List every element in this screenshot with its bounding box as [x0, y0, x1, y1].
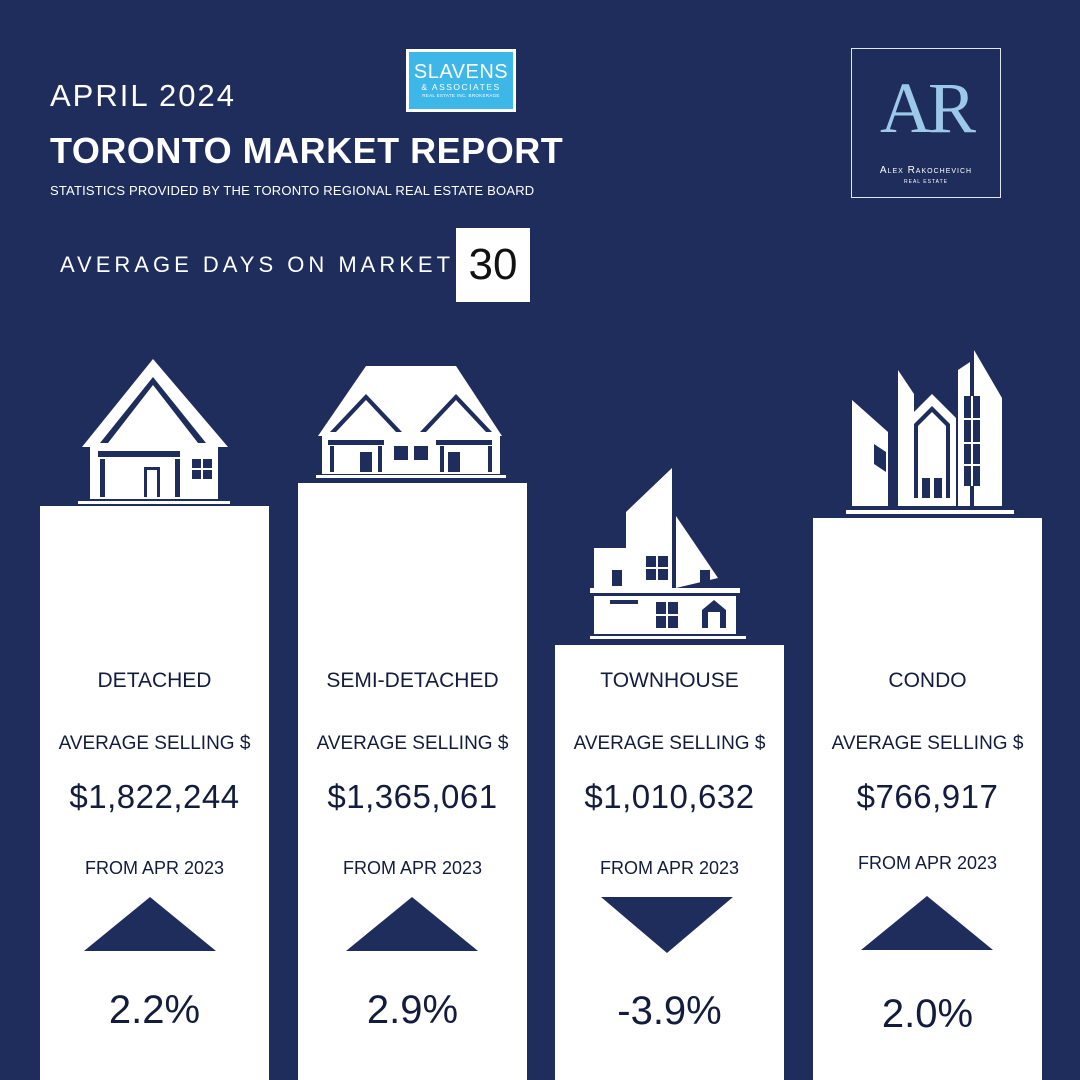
average-selling-label: AVERAGE SELLING $ [573, 733, 766, 754]
condo-building-icon [846, 350, 1014, 514]
agent-tagline: REAL ESTATE [904, 179, 948, 185]
brokerage-logo-associates: & ASSOCIATES [421, 82, 501, 92]
arrow-down-icon [601, 897, 733, 953]
report-source: STATISTICS PROVIDED BY THE TORONTO REGIO… [50, 183, 535, 198]
report-title: TORONTO MARKET REPORT [50, 130, 564, 171]
semi-detached-house-icon [316, 366, 506, 478]
days-on-market-value: 30 [456, 228, 530, 302]
agent-logo: AR Alex Rakochevich REAL ESTATE [851, 48, 1001, 198]
average-selling-price: $1,010,632 [584, 778, 755, 815]
report-month: APRIL 2024 [50, 78, 237, 113]
comparison-period-label: FROM APR 2023 [342, 858, 483, 878]
brokerage-logo-name: SLAVENS [413, 61, 509, 83]
price-change-percent: 2.0% [881, 992, 974, 1036]
townhouse-icon [590, 468, 746, 639]
price-change-percent: -3.9% [617, 989, 722, 1033]
card-condo: CONDO AVERAGE SELLING $ $766,917 FROM AP… [813, 518, 1042, 1080]
brokerage-logo-tagline: REAL ESTATE INC. BROKERAGE [422, 93, 500, 98]
arrow-up-icon [84, 897, 216, 951]
arrow-up-icon [861, 896, 993, 950]
comparison-period-label: FROM APR 2023 [84, 858, 225, 878]
price-change-percent: 2.2% [108, 988, 201, 1032]
price-change-percent: 2.9% [366, 988, 459, 1032]
property-type-label: CONDO [888, 669, 967, 692]
average-selling-price: $1,365,061 [327, 778, 498, 815]
average-selling-price: $766,917 [856, 778, 999, 815]
card-semi-detached: SEMI-DETACHED AVERAGE SELLING $ $1,365,0… [298, 483, 527, 1080]
comparison-period-label: FROM APR 2023 [857, 853, 998, 873]
arrow-up-icon [346, 897, 478, 951]
card-townhouse: TOWNHOUSE AVERAGE SELLING $ $1,010,632 F… [555, 645, 784, 1080]
average-selling-label: AVERAGE SELLING $ [831, 733, 1024, 754]
average-selling-price: $1,822,244 [69, 778, 240, 815]
brokerage-logo: SLAVENS & ASSOCIATES REAL ESTATE INC. BR… [406, 49, 516, 112]
agent-name: Alex Rakochevich [879, 165, 973, 176]
average-selling-label: AVERAGE SELLING $ [316, 733, 509, 754]
detached-house-icon [78, 359, 230, 504]
agent-monogram: AR [879, 68, 976, 148]
comparison-period-label: FROM APR 2023 [599, 858, 740, 878]
card-detached: DETACHED AVERAGE SELLING $ $1,822,244 FR… [40, 506, 269, 1080]
average-selling-label: AVERAGE SELLING $ [58, 733, 251, 754]
days-on-market-label: AVERAGE DAYS ON MARKET [60, 252, 455, 277]
property-type-label: SEMI-DETACHED [326, 669, 499, 692]
property-type-label: TOWNHOUSE [600, 669, 739, 692]
property-type-label: DETACHED [97, 669, 212, 692]
